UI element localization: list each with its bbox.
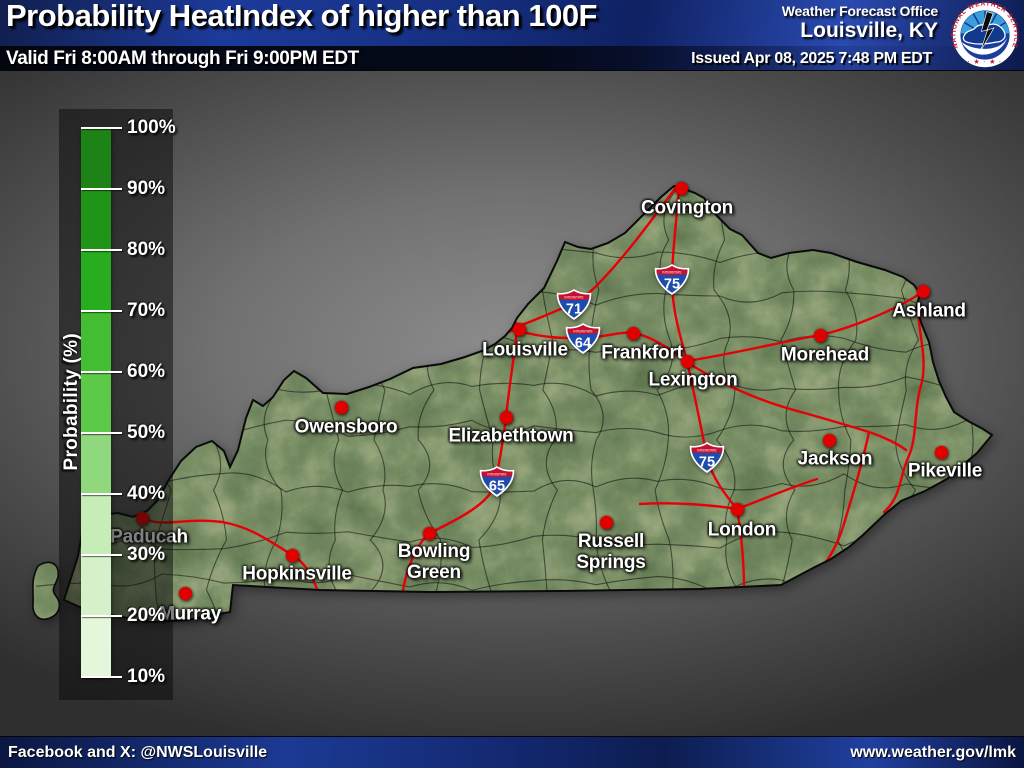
page-title: Probability HeatIndex of higher than 100…	[6, 0, 598, 33]
valid-bar: Valid Fri 8:00AM through Fri 9:00PM EDT …	[0, 46, 1024, 70]
legend-tick-label: 80%	[127, 239, 166, 260]
footer-bar: Facebook and X: @NWSLouisville www.weath…	[0, 736, 1024, 768]
issued-time-text: Issued Apr 08, 2025 7:48 PM EDT	[691, 50, 932, 67]
legend-tick-label: 10%	[127, 666, 166, 687]
legend-tick-mark	[81, 371, 122, 373]
legend-tick-label: 70%	[127, 300, 166, 321]
legend-tick-label: 60%	[127, 361, 166, 382]
colorbar-segment	[81, 128, 111, 189]
valid-time-text: Valid Fri 8:00AM through Fri 9:00PM EDT	[6, 48, 359, 69]
legend-tick-label: 20%	[127, 605, 166, 626]
colorbar-segment	[81, 616, 111, 677]
colorbar-segment	[81, 494, 111, 555]
nws-logo-icon: NATIONAL WEATHER SERVICE · ★ · ★ ·	[951, 1, 1019, 68]
legend-tick-mark	[81, 249, 122, 251]
legend-tick-mark	[81, 676, 122, 678]
colorbar-segment	[81, 433, 111, 494]
office-label: Weather Forecast Office	[781, 3, 938, 19]
legend-tick-mark	[81, 127, 122, 129]
legend-tick-label: 90%	[127, 178, 166, 199]
legend-tick-label: 30%	[127, 544, 166, 565]
office-name: Louisville, KY	[800, 19, 938, 42]
colorbar-segment	[81, 372, 111, 433]
legend-tick-mark	[81, 615, 122, 617]
social-handle: Facebook and X: @NWSLouisville	[8, 743, 268, 761]
svg-text:· ★ · ★ ·: · ★ · ★ ·	[968, 59, 1003, 66]
office-block: Weather Forecast Office Louisville, KY	[782, 3, 938, 43]
colorbar-segment	[81, 555, 111, 616]
colorbar	[81, 128, 111, 677]
legend-tick-mark	[81, 310, 122, 312]
colorbar-segment	[81, 311, 111, 372]
legend-tick-label: 40%	[127, 483, 166, 504]
website-url: www.weather.gov/lmk	[850, 743, 1016, 761]
legend-tick-mark	[81, 188, 122, 190]
legend-tick-mark	[81, 432, 122, 434]
legend-tick-label: 100%	[127, 117, 176, 138]
header-banner: Probability HeatIndex of higher than 100…	[0, 0, 1024, 71]
probability-legend: Probability (%) 100% 90% 80% 70% 60% 50% 40% 30…	[59, 109, 176, 700]
legend-tick-mark	[81, 554, 122, 556]
colorbar-segment	[81, 250, 111, 311]
legend-axis-label: Probability (%)	[61, 333, 82, 471]
legend-tick-mark	[81, 493, 122, 495]
colorbar-segment	[81, 189, 111, 250]
legend-tick-label: 50%	[127, 422, 166, 443]
